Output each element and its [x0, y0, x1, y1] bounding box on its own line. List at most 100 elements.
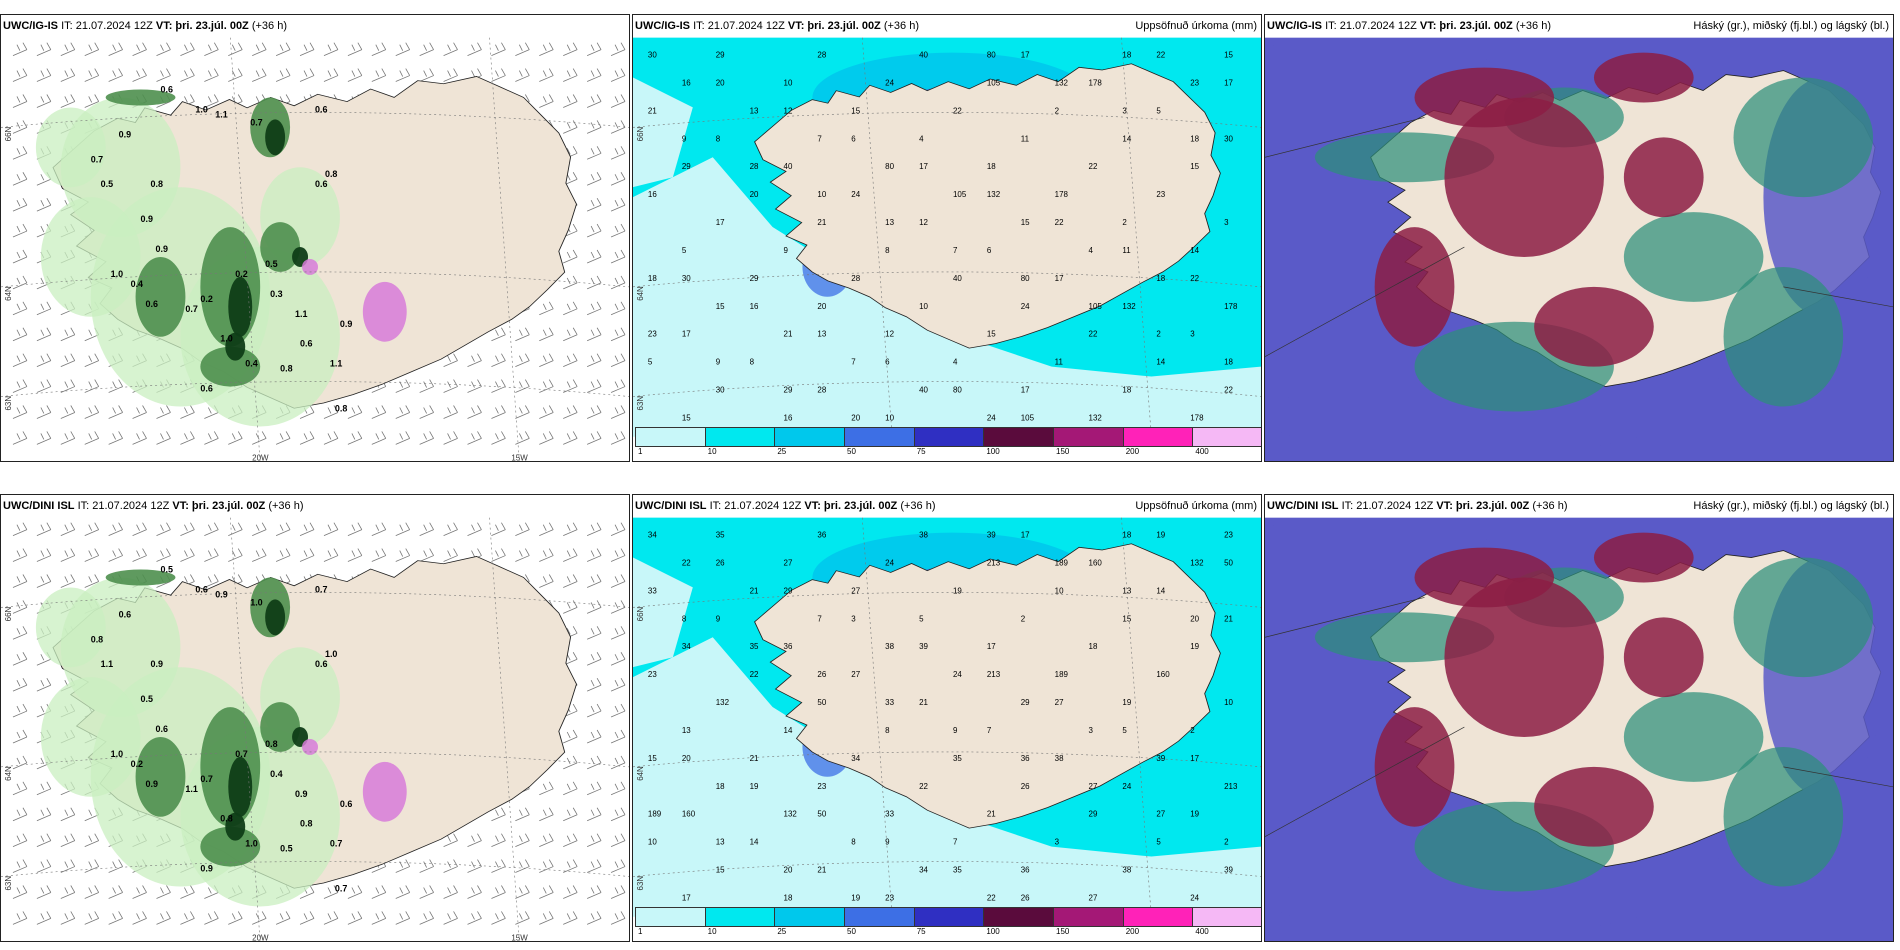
accum-value: 24 [1122, 782, 1131, 791]
accum-value: 23 [648, 330, 657, 339]
accum-value: 5 [919, 614, 924, 623]
wind-barb [180, 548, 195, 562]
accum-value: 10 [1055, 586, 1064, 595]
cloud-layers [1265, 522, 1893, 937]
wind-barb [539, 574, 554, 588]
accum-value: 18 [1089, 642, 1098, 651]
wind-barb [84, 94, 100, 108]
wind-barb [84, 833, 100, 847]
colorbar-label: 50 [847, 927, 856, 936]
wind-barb [60, 353, 76, 367]
wind-barb [515, 327, 530, 342]
accum-value: 178 [1224, 302, 1238, 311]
accum-value: 24 [885, 78, 894, 87]
accum-value: 28 [750, 162, 759, 171]
wind-barb [12, 120, 28, 134]
accum-value: 33 [885, 810, 894, 819]
wind-barb [347, 68, 363, 82]
valid-label: VT: [1436, 500, 1453, 512]
wind-barb [228, 522, 243, 536]
precip-value: 0.4 [270, 769, 282, 779]
wind-barb [586, 548, 602, 562]
wind-barb [180, 42, 195, 56]
wind-barb [12, 703, 28, 718]
wind-barb [539, 301, 554, 316]
accum-value: 28 [817, 386, 826, 395]
wind-barb [323, 885, 339, 899]
panel-header: UWC/IG-IS IT: 21.07.2024 12Z VT: þri. 23… [1, 15, 629, 37]
accum-value: 39 [1156, 754, 1165, 763]
accum-value: 8 [885, 246, 890, 255]
colorbar-segment: 50 [845, 428, 915, 456]
precip-value: 0.6 [156, 724, 168, 734]
colorbar-label: 10 [707, 927, 717, 936]
accum-value: 21 [784, 330, 793, 339]
panel-header: UWC/DINI ISL IT: 21.07.2024 12Z VT: þri.… [633, 495, 1261, 517]
wind-barb [12, 353, 28, 367]
longitude-label: 20W [252, 933, 269, 942]
high-cloud-area [1534, 286, 1654, 367]
precip-value: 0.7 [200, 774, 212, 784]
wind-barb [491, 431, 506, 445]
precip-value: 0.7 [315, 584, 327, 594]
wind-barb [563, 275, 578, 290]
valid-label: VT: [1419, 20, 1437, 32]
precip-light-area [35, 107, 106, 188]
wind-barb [60, 548, 76, 562]
border-line [1265, 117, 1425, 158]
wind-barb [84, 522, 100, 536]
wind-barb [395, 548, 411, 562]
wind-barb [515, 42, 530, 56]
wind-barb [610, 833, 626, 847]
wind-barb [563, 548, 578, 562]
wind-barb [12, 42, 28, 56]
wind-barb [539, 379, 554, 393]
wind-barb [563, 379, 578, 393]
accum-value: 18 [716, 782, 725, 791]
accum-value: 24 [953, 670, 962, 679]
wind-barb [491, 548, 506, 562]
colorbar-label: 100 [986, 927, 1000, 936]
accum-value: 39 [919, 642, 928, 651]
accum-value: 20 [1190, 614, 1199, 623]
latitude-label: 64N [636, 286, 645, 301]
valid-time: þri. 23.júl. 00Z [1439, 20, 1513, 32]
accum-value: 6 [851, 134, 856, 143]
accum-value: 17 [1190, 754, 1199, 763]
accum-value: 9 [885, 838, 890, 847]
wind-barb [84, 859, 100, 873]
wind-barb [395, 379, 411, 393]
init-time: IT: 21.07.2024 12Z [77, 500, 170, 512]
wind-barb [515, 807, 530, 822]
accum-value: 80 [1021, 274, 1030, 283]
wind-barb [180, 68, 195, 82]
accum-value: 10 [817, 190, 826, 199]
wind-barb [586, 197, 602, 212]
accum-value: 15 [987, 330, 996, 339]
wind-barb [12, 807, 28, 822]
wind-precip-map: 66N 64N 63N 20W 15W 0.6 1.0 1.1 0.7 0.9 0.6 0.7 0.5 0… [1, 37, 629, 461]
precip-value: 0.5 [280, 844, 292, 854]
valid-time: þri. 23.júl. 00Z [175, 20, 249, 32]
accum-value: 2 [1224, 838, 1229, 847]
wind-barb [36, 301, 52, 316]
accum-value: 21 [750, 754, 759, 763]
wind-barb [586, 327, 602, 342]
accum-value: 80 [953, 386, 962, 395]
accum-value: 2 [1156, 330, 1161, 339]
accum-value: 23 [1190, 78, 1199, 87]
precip-value: 0.6 [160, 85, 172, 95]
wind-barb [586, 68, 602, 82]
accum-light-shape [633, 637, 1261, 917]
wind-barb [299, 522, 315, 536]
wind-barb [586, 146, 602, 160]
accum-value: 13 [817, 330, 826, 339]
wind-barb [108, 859, 123, 873]
accum-value: 21 [750, 586, 759, 595]
wind-barb [563, 600, 578, 614]
precip-value: 0.7 [250, 117, 262, 127]
accum-value: 105 [1089, 302, 1103, 311]
wind-barb [467, 833, 482, 847]
wind-barb [36, 548, 52, 562]
wind-barb [371, 522, 387, 536]
